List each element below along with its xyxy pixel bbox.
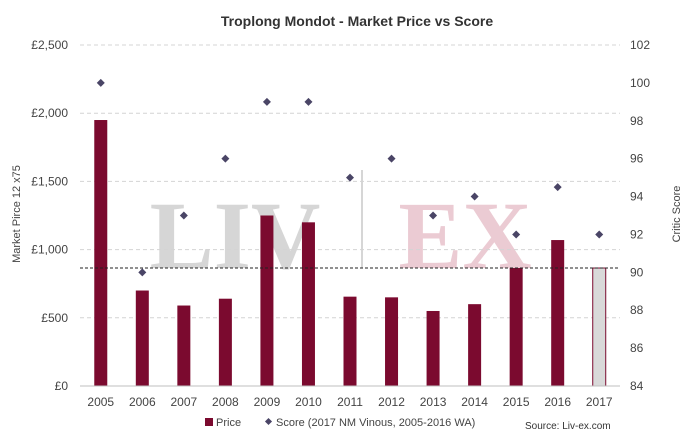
legend-score-label: Score (2017 NM Vinous, 2005-2016 WA) — [276, 417, 475, 429]
legend-score-marker — [264, 417, 273, 426]
x-tick-label: 2012 — [378, 395, 405, 409]
legend-price-label: Price — [216, 417, 241, 429]
point-2012 — [387, 154, 396, 163]
source-note: Source: Liv-ex.com — [525, 421, 611, 432]
watermark-ex: EX — [398, 182, 531, 289]
bar-2014 — [468, 304, 482, 386]
y-right-tick-label: 98 — [630, 114, 644, 128]
point-2008 — [221, 154, 230, 163]
bar-2008 — [218, 298, 232, 386]
x-tick-label: 2014 — [461, 395, 488, 409]
y-right-tick-label: 100 — [630, 76, 650, 90]
y-axis-right-label: Critic Score — [671, 186, 683, 243]
point-2009 — [262, 97, 271, 106]
y-right-tick-label: 96 — [630, 152, 644, 166]
point-2015 — [512, 230, 521, 239]
y-right-tick-label: 92 — [630, 227, 644, 241]
x-axis: 2005 2006 2007 2008 2009 2010 2011 2012 2013 2014… — [80, 385, 620, 409]
point-2016 — [553, 183, 562, 192]
x-tick-label: 2008 — [212, 395, 239, 409]
y-axis-left-label: Market Pirce 12 x75 — [11, 165, 23, 263]
y-left-tick-label: £2,000 — [31, 106, 68, 120]
point-2007 — [179, 211, 188, 220]
chart-title: Troplong Mondot - Market Price vs Score — [221, 13, 493, 29]
y-axis-right: 84 86 88 90 92 94 96 98 100 102 — [630, 38, 650, 393]
y-left-tick-label: £500 — [41, 311, 68, 325]
point-2011 — [346, 173, 354, 182]
y-right-tick-label: 90 — [630, 265, 644, 279]
bar-2013 — [426, 310, 440, 386]
bar-2005 — [94, 120, 108, 387]
x-tick-label: 2017 — [586, 395, 613, 409]
x-tick-label: 2009 — [254, 395, 281, 409]
watermark-logo: LIV EX — [150, 170, 532, 289]
bar-2015 — [509, 268, 523, 386]
bar-2012 — [385, 297, 399, 386]
x-tick-label: 2005 — [87, 395, 114, 409]
x-tick-label: 2010 — [295, 395, 322, 409]
bar-2017 — [592, 267, 607, 387]
x-tick-label: 2013 — [420, 395, 447, 409]
point-2017 — [595, 230, 604, 239]
point-2006 — [138, 268, 147, 277]
x-tick-label: 2006 — [129, 395, 156, 409]
x-tick-label: 2007 — [170, 395, 197, 409]
point-2005 — [96, 78, 105, 87]
price-bars — [94, 120, 607, 387]
y-right-tick-label: 88 — [630, 303, 644, 317]
point-2013 — [429, 211, 438, 220]
y-right-tick-label: 84 — [630, 379, 644, 393]
bar-2006 — [135, 290, 149, 386]
y-axis-left: £0 £500 £1,000 £1,500 £2,000 £2,500 — [31, 38, 68, 393]
y-right-tick-label: 94 — [630, 190, 644, 204]
bar-2011 — [343, 296, 357, 386]
point-2014 — [470, 192, 479, 201]
bar-2010 — [301, 222, 315, 386]
y-left-tick-label: £1,500 — [31, 174, 68, 188]
x-tick-label: 2016 — [544, 395, 571, 409]
bar-2009 — [260, 215, 274, 386]
y-right-tick-label: 86 — [630, 341, 644, 355]
y-left-tick-label: £0 — [55, 379, 69, 393]
legend: Price Score (2017 NM Vinous, 2005-2016 W… — [205, 417, 475, 429]
score-points — [96, 78, 604, 277]
point-2010 — [304, 97, 313, 106]
bar-2016 — [551, 240, 565, 386]
x-tick-label: 2011 — [337, 395, 363, 409]
y-left-tick-label: £1,000 — [31, 243, 68, 257]
y-left-tick-label: £2,500 — [31, 38, 68, 52]
x-tick-label: 2015 — [503, 395, 530, 409]
legend-price-swatch — [205, 418, 213, 426]
bar-2007 — [177, 305, 191, 386]
watermark-liv: LIV — [150, 182, 321, 289]
y-right-tick-label: 102 — [630, 38, 650, 52]
